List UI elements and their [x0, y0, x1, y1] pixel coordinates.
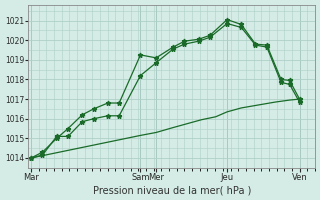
X-axis label: Pression niveau de la mer( hPa ): Pression niveau de la mer( hPa )	[92, 185, 251, 195]
